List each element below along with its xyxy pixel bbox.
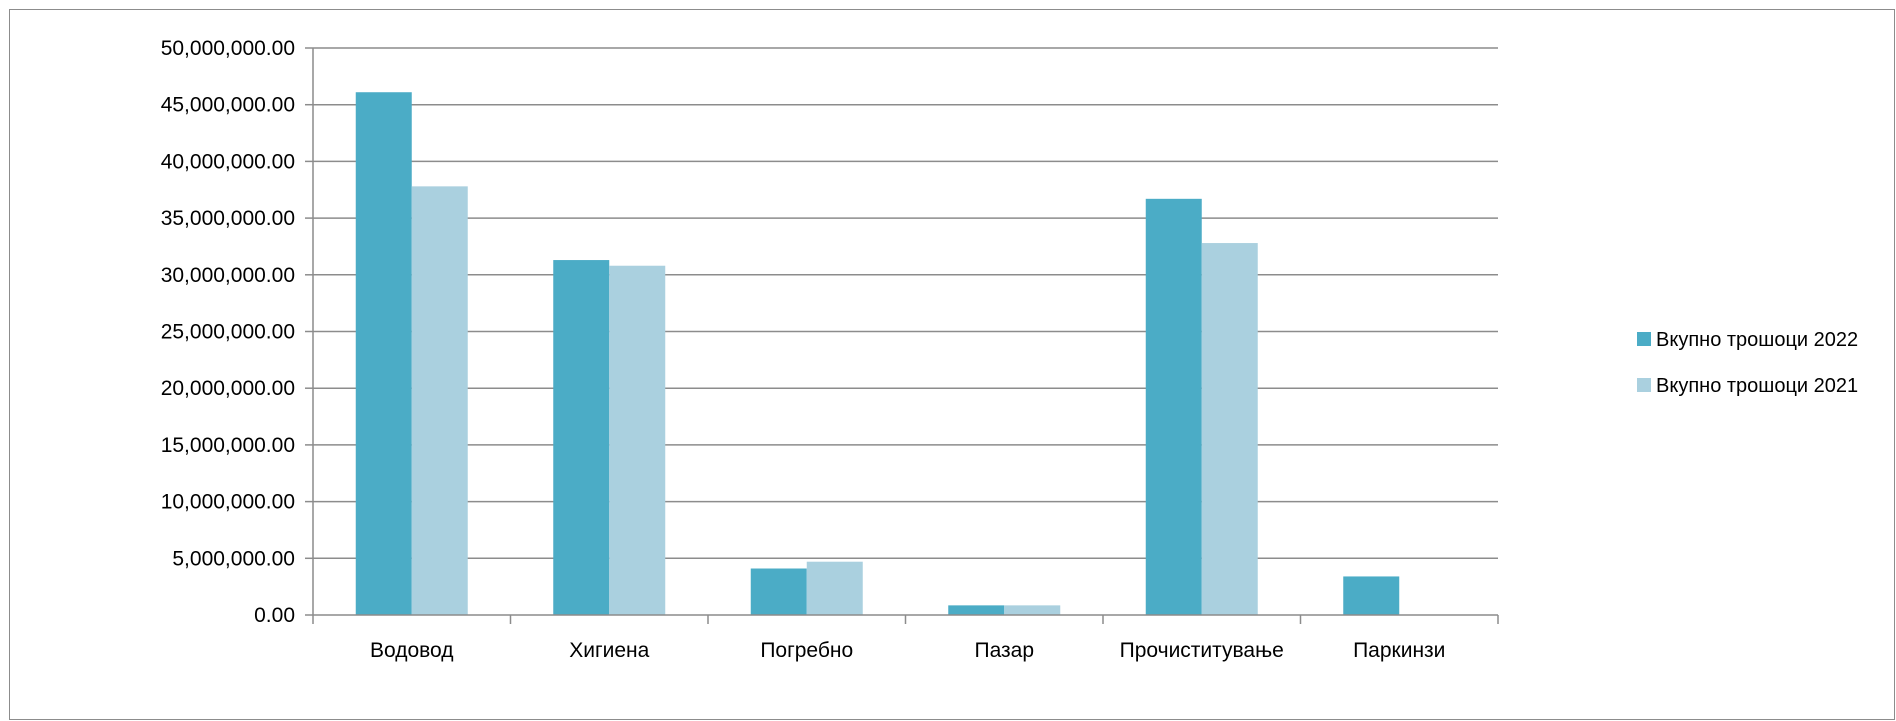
- bar: [1004, 605, 1061, 615]
- y-tick-label: 45,000,000.00: [161, 94, 295, 117]
- gridlines: [313, 47, 1498, 560]
- y-tick-label: 25,000,000.00: [161, 321, 295, 344]
- x-tick-label: Погребно: [760, 639, 853, 662]
- y-tick-label: 35,000,000.00: [161, 207, 295, 230]
- legend-swatch: [1637, 332, 1651, 346]
- x-axis-tick-labels: Водовод Хигиена Погребно Пазар Прочиститувањ…: [370, 639, 1445, 662]
- y-tick-label: 10,000,000.00: [161, 491, 295, 514]
- bar: [355, 92, 412, 615]
- y-tick-label: 15,000,000.00: [161, 434, 295, 457]
- x-tick-label: Паркинзи: [1353, 639, 1445, 662]
- bar: [411, 186, 468, 615]
- y-tick-label: 50,000,000.00: [161, 37, 295, 60]
- y-tick-label: 20,000,000.00: [161, 377, 295, 400]
- legend-label: Вкупно трошоци 2022: [1656, 329, 1858, 351]
- bar: [1343, 576, 1400, 615]
- y-tick-label: 40,000,000.00: [161, 150, 295, 173]
- x-tick-label: Пазар: [974, 639, 1034, 662]
- x-tick-label: Прочиститување: [1120, 639, 1284, 662]
- y-axis-tick-labels: 0.00 5,000,000.00 10,000,000.00 15,000,000.…: [161, 37, 295, 627]
- x-tick-label: Водовод: [370, 639, 454, 662]
- bar: [806, 561, 863, 615]
- bar: [553, 260, 610, 615]
- x-tick-label: Хигиена: [569, 639, 649, 662]
- y-tick-label: 5,000,000.00: [172, 547, 295, 570]
- legend-swatch: [1637, 378, 1651, 392]
- legend: Вкупно трошоци 2022 Вкупно трошоци 2021: [1637, 329, 1858, 397]
- legend-label: Вкупно трошоци 2021: [1656, 375, 1858, 397]
- bar: [1145, 198, 1202, 615]
- bar: [948, 605, 1005, 615]
- chart-frame: [9, 9, 1895, 720]
- axes: [305, 47, 1499, 624]
- bar: [1201, 243, 1258, 615]
- y-tick-label: 30,000,000.00: [161, 264, 295, 287]
- y-tick-label: 0.00: [254, 604, 295, 627]
- bar: [609, 265, 666, 615]
- bar: [750, 568, 807, 615]
- bars: [355, 92, 1400, 615]
